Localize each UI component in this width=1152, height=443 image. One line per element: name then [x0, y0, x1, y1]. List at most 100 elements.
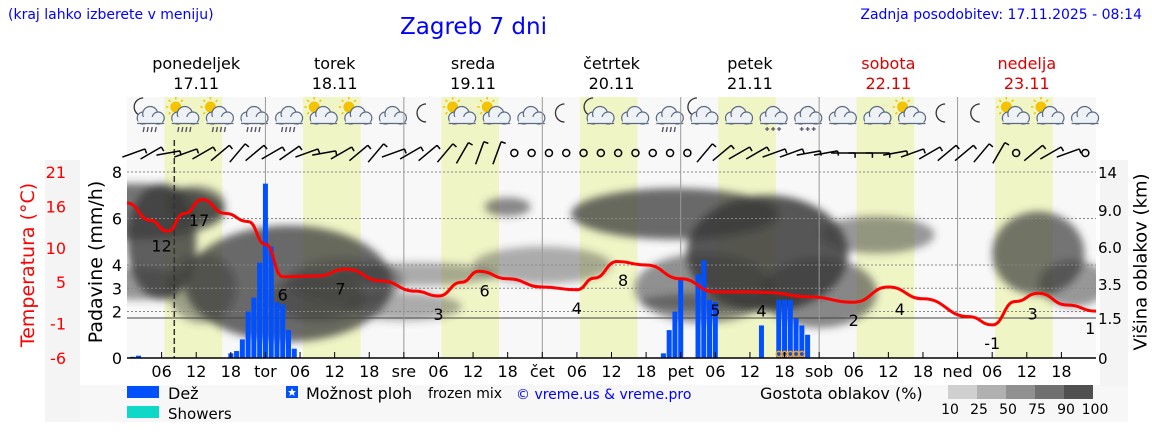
temperature-label: 6 [480, 282, 490, 301]
snow-flake [777, 127, 782, 131]
cloud-base [1037, 117, 1062, 123]
moon-cloud-rain-icon [133, 97, 165, 133]
rain-drop [215, 126, 219, 133]
rain-drop [177, 126, 180, 133]
rain-drop [146, 126, 149, 133]
rain-drop [280, 126, 284, 133]
temperature-label: 8 [618, 271, 628, 290]
legend-possible-label: Možnost ploh [306, 384, 413, 403]
wind-barb-icon [140, 146, 162, 160]
sun-cloud-icon [338, 97, 373, 125]
rain-bar [251, 297, 257, 358]
sun-ray [445, 111, 448, 115]
x-tick-label: 12 [740, 362, 760, 381]
cloud-icon [724, 105, 754, 125]
sun-ray [1033, 99, 1037, 103]
day-name: ponedeljek [152, 54, 241, 73]
wind-barb-icon [245, 144, 265, 162]
sun-ray [318, 99, 322, 103]
x-tick-label: 18 [359, 362, 379, 381]
wind-barb-icon [330, 146, 353, 160]
wind-barb-icon [766, 146, 771, 152]
cloud-base [691, 117, 716, 123]
x-tick-label: 12 [186, 362, 206, 381]
calm-wind-icon [665, 148, 675, 158]
cloud-rain-icon [655, 105, 684, 133]
wind-barb-icon [383, 143, 388, 148]
cloud-base [1072, 117, 1097, 123]
cloud-base [172, 117, 197, 123]
wind-barb-icon [474, 141, 485, 165]
cloud-base [795, 117, 820, 123]
day-date: 20.11 [588, 74, 635, 93]
rain-bar [701, 260, 707, 358]
cloud-density-level: 25 [970, 402, 988, 418]
sun-cloud-rain-icon [165, 97, 200, 133]
precip-axis-title: Padavine (mm/h) [85, 180, 107, 344]
rain-drop [661, 126, 664, 133]
wind-barb-icon [210, 144, 230, 162]
rain-drop [154, 126, 157, 133]
sun-ray [202, 99, 206, 103]
wind-barb-icon [367, 143, 385, 163]
day-date: 21.11 [727, 74, 773, 93]
rain-drop [185, 126, 188, 133]
cloud-base [864, 117, 889, 123]
sun-ray [492, 99, 495, 103]
sun-ray [353, 99, 357, 103]
sun-cloud-icon [304, 97, 338, 125]
x-tick-label: 06 [290, 362, 310, 381]
calm-wind-icon [561, 148, 571, 158]
rain-drop [223, 126, 227, 133]
sun-ray [457, 99, 461, 103]
precip-tick-label: 8 [112, 163, 122, 182]
wind-barb-icon [244, 143, 250, 148]
rain-bar [666, 330, 672, 358]
rain-bar [799, 325, 805, 358]
sun-ray [180, 99, 184, 103]
rain-drop [673, 126, 676, 133]
wind-barb-icon [144, 148, 148, 154]
sun-ray [306, 111, 310, 115]
precip-tick-label: 2 [112, 303, 122, 322]
day-name: sobota [861, 54, 916, 73]
cloud-density-level: 90 [1057, 402, 1075, 418]
day-date: 19.11 [450, 74, 496, 93]
wind-barb-icon [1039, 146, 1062, 160]
rain-bar [712, 302, 718, 358]
wind-barb-icon [992, 142, 1006, 164]
wind-barb-icon [972, 144, 978, 150]
x-tick-label: čet [530, 362, 555, 381]
cloud-density-swatch [1064, 385, 1093, 399]
wind-barb-icon [335, 150, 338, 156]
x-tick-label: 12 [324, 362, 344, 381]
cloud-base [345, 117, 370, 123]
credit-link[interactable]: © vreme.us & vreme.pro [516, 387, 692, 403]
x-tick-label: sob [805, 362, 833, 381]
wind-barb-icon [192, 146, 214, 160]
sun-cloud-icon [892, 97, 927, 125]
calm-wind-icon [1081, 148, 1090, 158]
rain-bar [787, 299, 793, 358]
cloud-icon [828, 105, 857, 125]
cloud-density-swatch [1035, 385, 1064, 399]
location-hint[interactable]: (kraj lahko izberete v meniju) [8, 7, 214, 23]
x-tick-label: sre [392, 362, 416, 381]
rain-bar [695, 274, 701, 358]
x-tick-label: ned [943, 362, 973, 381]
sun-ray [341, 99, 345, 103]
cloud-base [138, 117, 163, 123]
wind-barb-icon [367, 144, 372, 150]
cloud-base [242, 117, 267, 123]
wind-barb-icon [500, 141, 506, 145]
calm-wind-icon [510, 148, 519, 158]
sun-ray [1033, 111, 1037, 115]
sun-cloud-icon [442, 97, 477, 125]
cloud-base [899, 117, 924, 123]
cloud-density-swatch [948, 385, 977, 399]
rain-drop [258, 126, 261, 133]
wind-barb-icon [1056, 148, 1080, 158]
wind-barb-icon [174, 148, 198, 158]
day-date: 18.11 [311, 74, 358, 93]
